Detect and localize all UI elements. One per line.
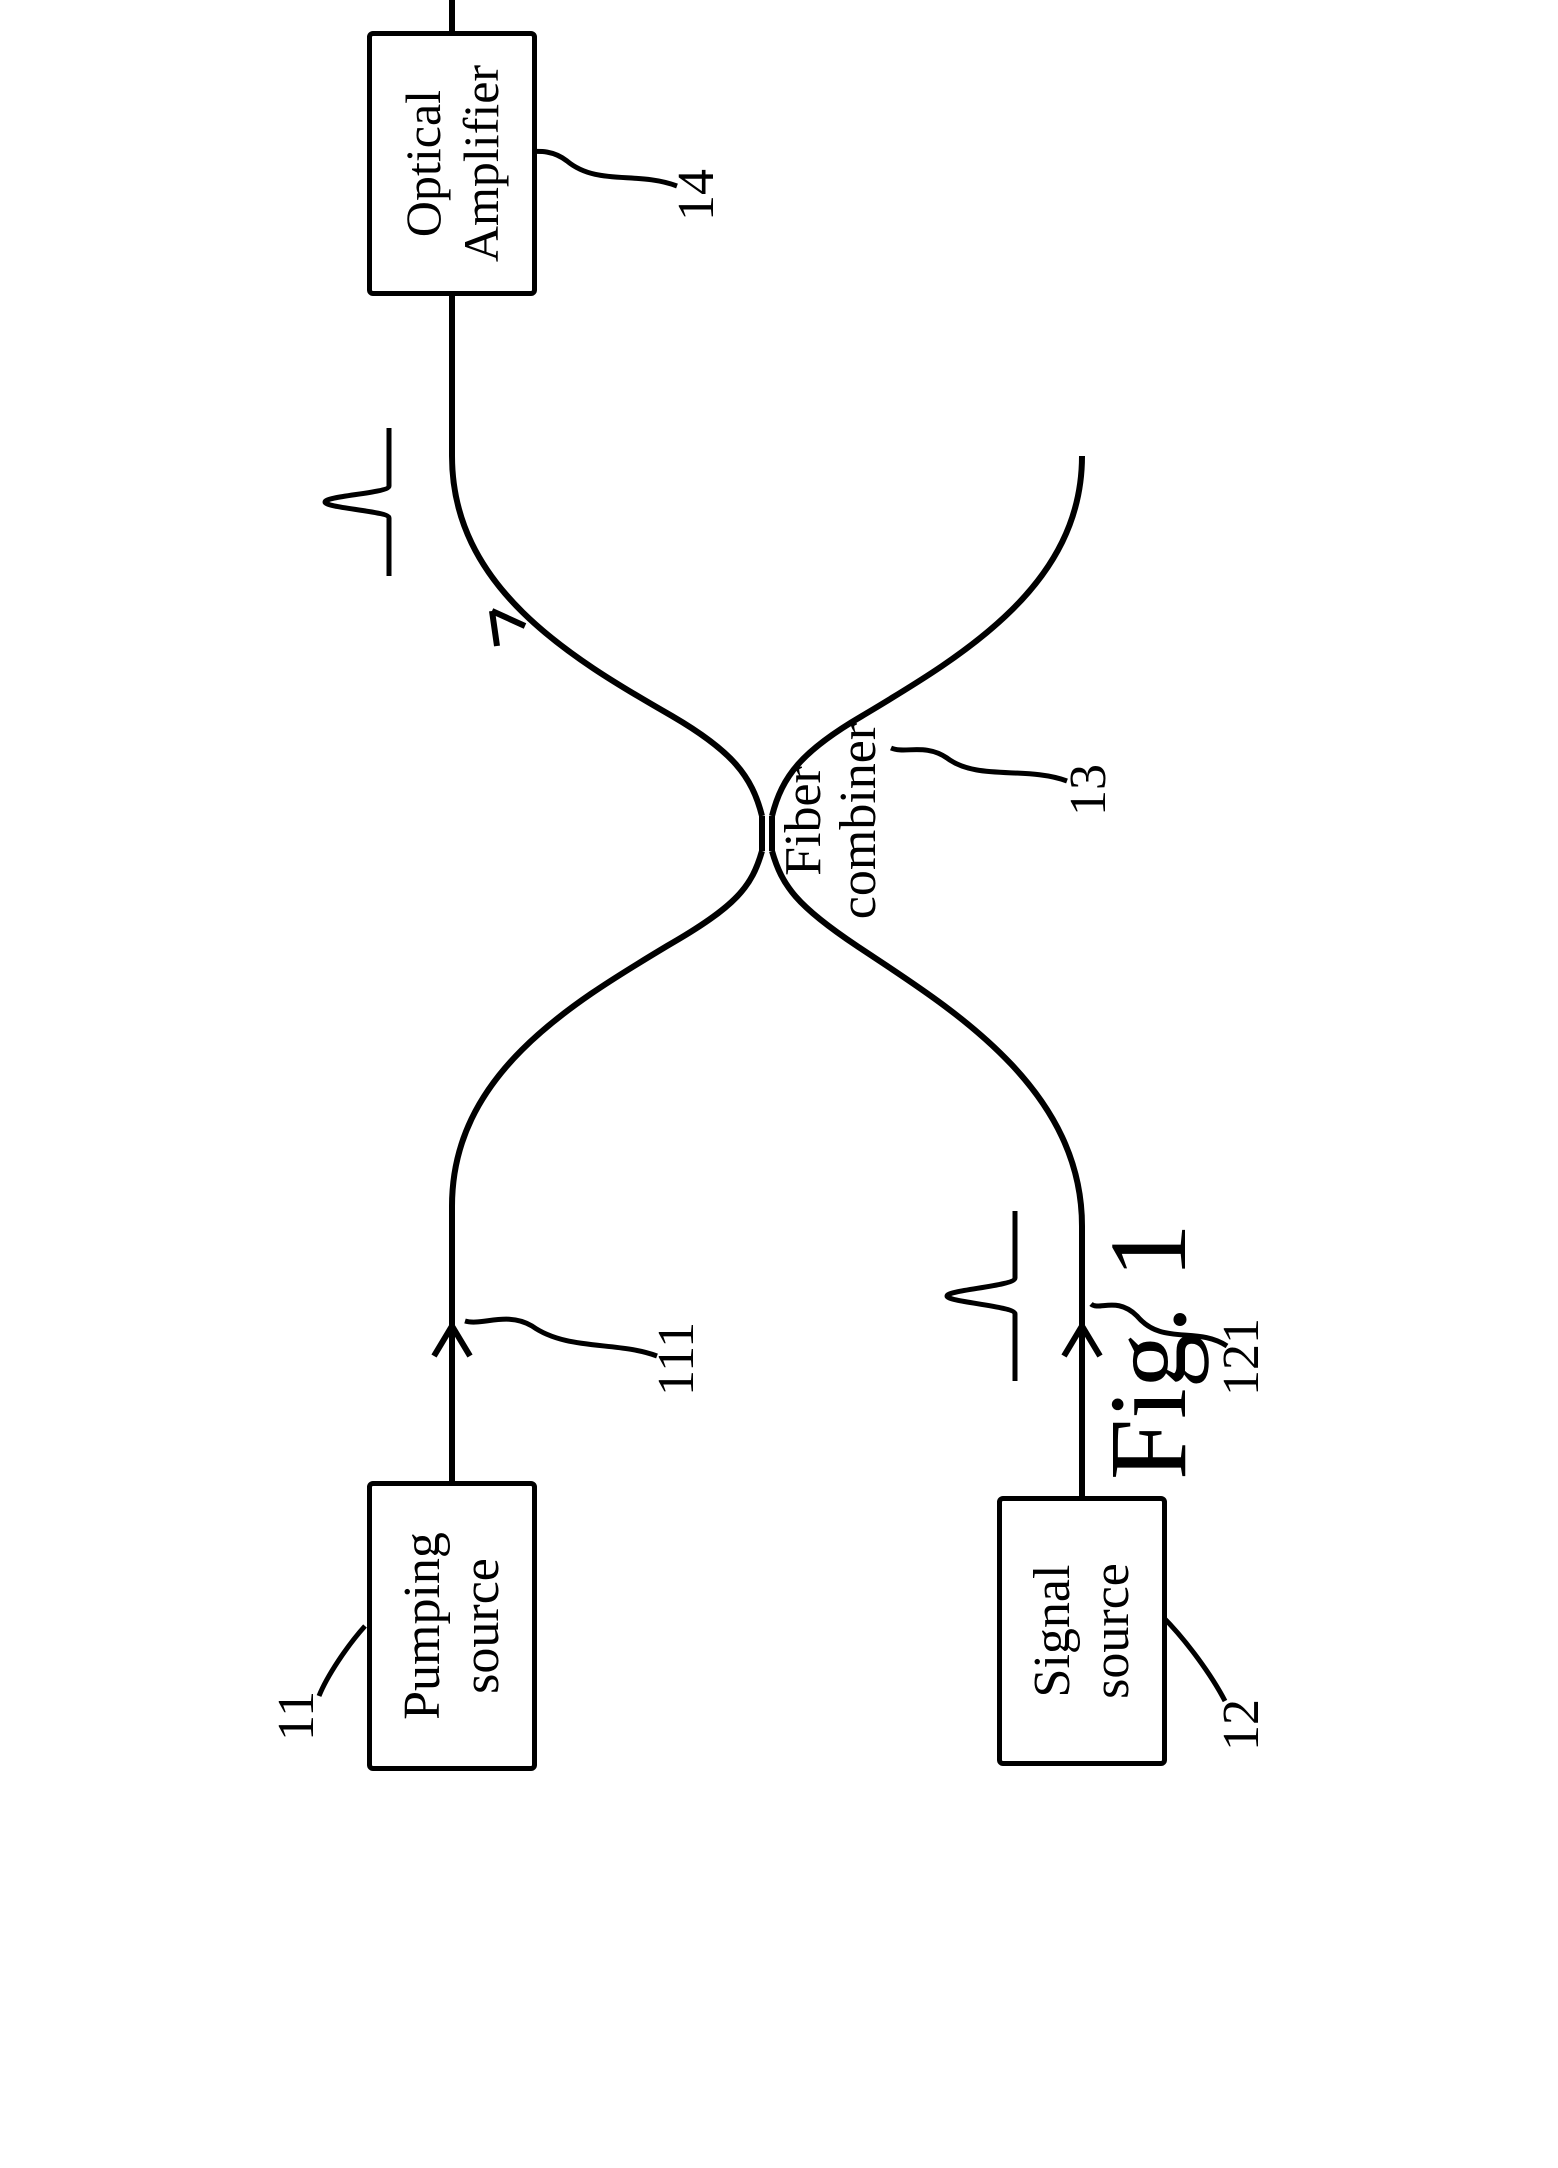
ref-12: 12 bbox=[1212, 1699, 1271, 1751]
pulse-after-combiner bbox=[325, 428, 389, 576]
pulse-signal-in bbox=[947, 1211, 1015, 1381]
signal-line1: Signal bbox=[1023, 1501, 1082, 1761]
optical-amplifier-box: Optical Amplifier bbox=[367, 31, 537, 296]
leader-12 bbox=[1162, 1616, 1225, 1701]
amp-line2: Amplifier bbox=[452, 36, 510, 291]
leader-111 bbox=[465, 1319, 657, 1356]
fiber-top-out bbox=[452, 296, 762, 816]
fiber-combiner-line2: combiner bbox=[832, 701, 887, 941]
pumping-line1: Pumping bbox=[393, 1486, 452, 1766]
ref-111: 111 bbox=[647, 1322, 706, 1396]
leader-14 bbox=[513, 150, 677, 186]
fiber-combiner-line1: Fiber bbox=[777, 701, 832, 941]
fiber-waist bbox=[762, 816, 772, 851]
ref-11: 11 bbox=[267, 1691, 326, 1741]
ref-14: 14 bbox=[667, 169, 726, 221]
amp-line1: Optical bbox=[394, 36, 452, 291]
ref-13: 13 bbox=[1059, 764, 1118, 816]
fiber-top-in bbox=[452, 851, 762, 1481]
pumping-source-box: Pumping source bbox=[367, 1481, 537, 1771]
pumping-line2: source bbox=[452, 1486, 511, 1766]
fiber-combiner-label: Fiber combiner bbox=[777, 701, 886, 941]
diagram-canvas: Pumping source Signal source Optical Amp… bbox=[0, 0, 1558, 2168]
fiber-bottom-in bbox=[772, 851, 1082, 1496]
signal-line2: source bbox=[1082, 1501, 1141, 1761]
figure-label: Fig. 1 bbox=[1085, 1223, 1212, 1480]
rotated-diagram: Pumping source Signal source Optical Amp… bbox=[307, 0, 1252, 1826]
arrow-top-out bbox=[492, 611, 525, 646]
leader-11 bbox=[319, 1626, 365, 1696]
leader-13 bbox=[891, 748, 1067, 781]
ref-121: 121 bbox=[1212, 1318, 1271, 1396]
signal-source-box: Signal source bbox=[997, 1496, 1167, 1766]
